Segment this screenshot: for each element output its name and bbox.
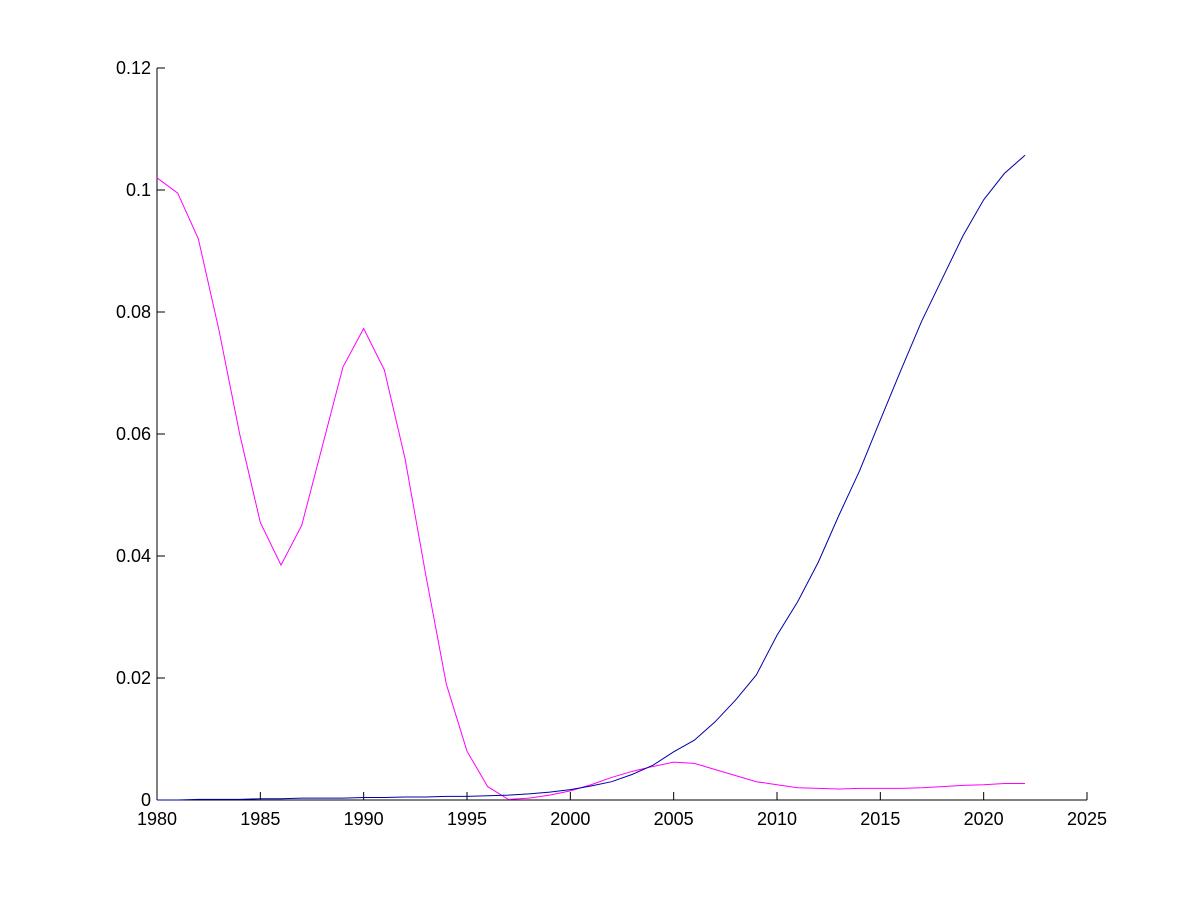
x-tick-label: 1995 <box>447 809 487 829</box>
x-tick-label: 1980 <box>137 809 177 829</box>
y-tick-label: 0 <box>141 790 151 810</box>
x-tick-label: 2010 <box>757 809 797 829</box>
x-tick-label: 2000 <box>550 809 590 829</box>
y-tick-label: 0.12 <box>116 58 151 78</box>
x-tick-label: 2015 <box>860 809 900 829</box>
y-tick-label: 0.1 <box>126 180 151 200</box>
series-line <box>157 154 1026 801</box>
x-tick-label: 2005 <box>654 809 694 829</box>
x-tick-label: 2025 <box>1067 809 1107 829</box>
x-tick-label: 2020 <box>964 809 1004 829</box>
y-tick-label: 0.04 <box>116 546 151 566</box>
series-line <box>156 177 1025 800</box>
y-tick-label: 0.02 <box>116 668 151 688</box>
x-tick-label: 1985 <box>240 809 280 829</box>
x-tick-label: 1990 <box>344 809 384 829</box>
y-tick-label: 0.06 <box>116 424 151 444</box>
y-tick-label: 0.08 <box>116 302 151 322</box>
